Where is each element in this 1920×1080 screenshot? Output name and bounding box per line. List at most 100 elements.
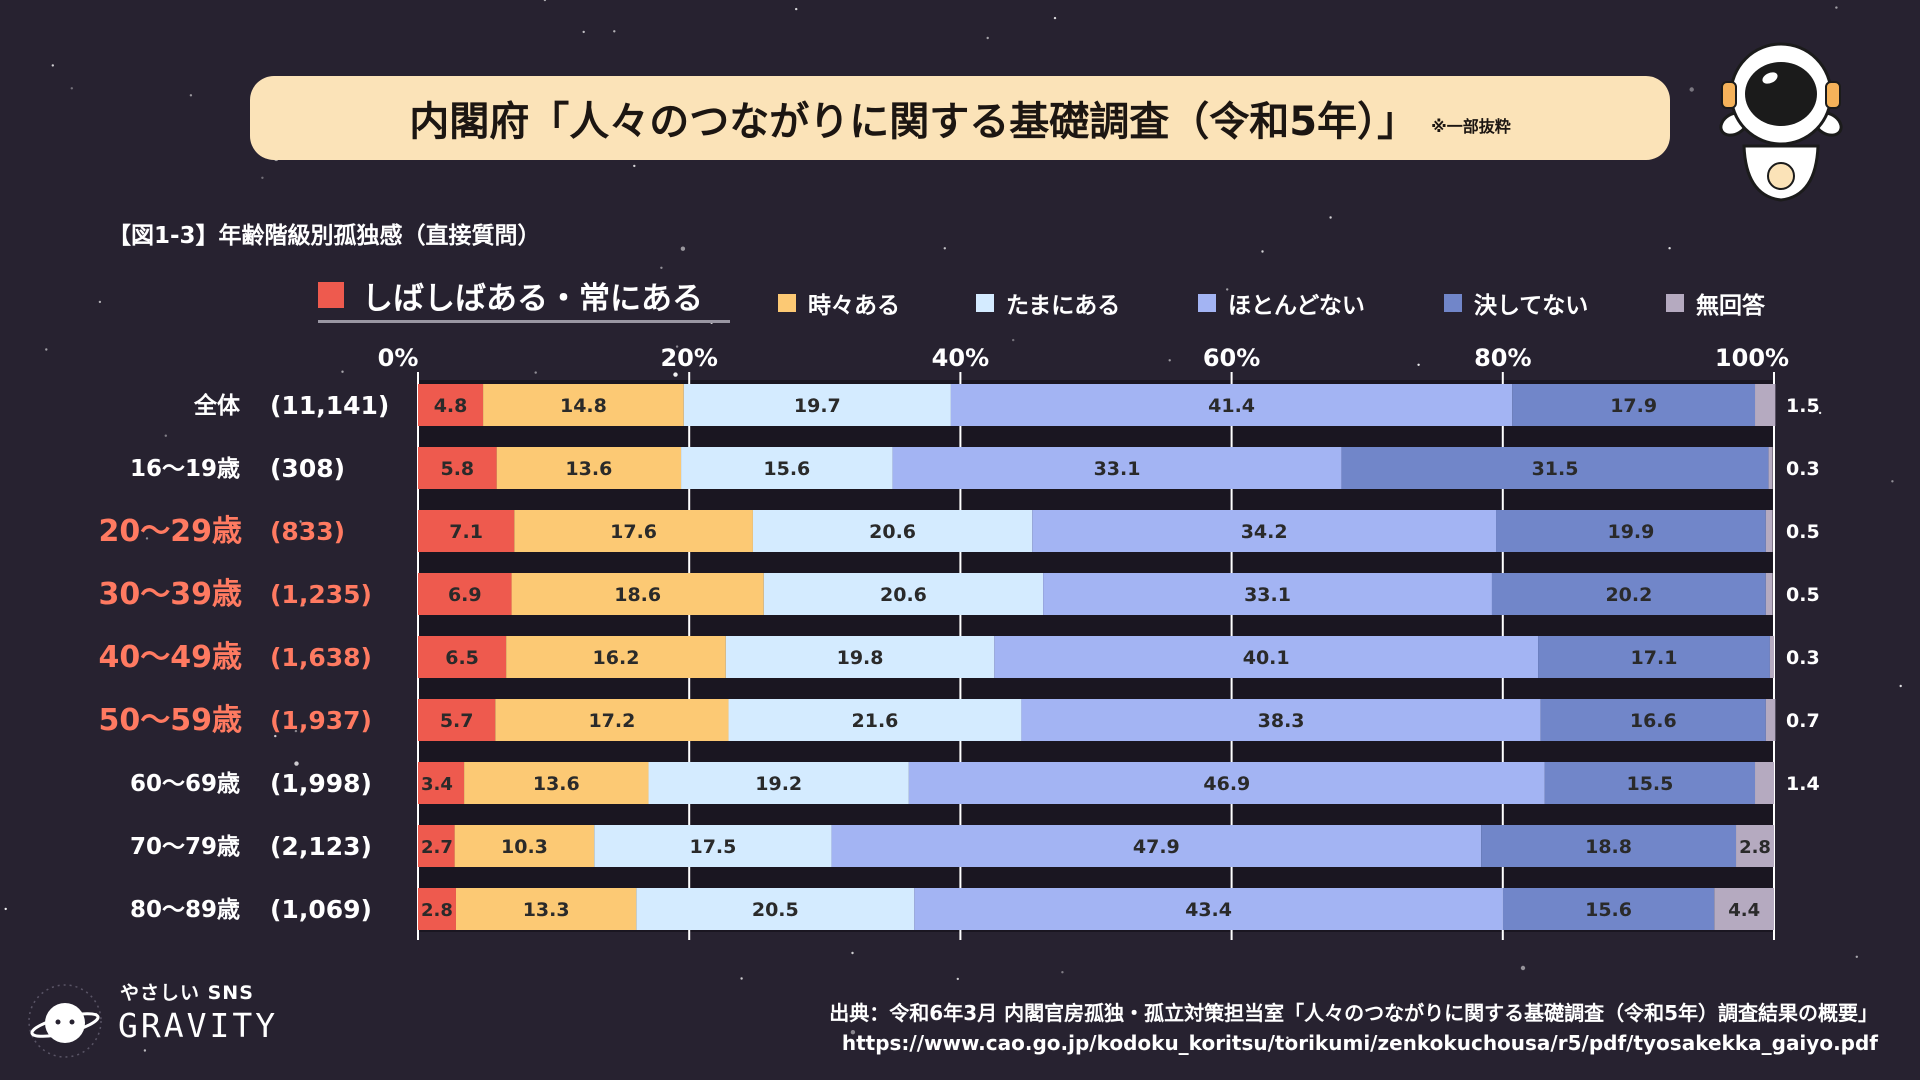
bar-segment-rarely xyxy=(1021,699,1541,741)
data-label-never: 18.8 xyxy=(1585,836,1632,858)
legend-label-sometimes: 時々ある xyxy=(808,293,900,319)
row-sample-size: (308) xyxy=(270,454,345,483)
row-sample-size: (1,069) xyxy=(270,895,372,924)
star-dot xyxy=(1261,250,1264,253)
star-dot xyxy=(341,370,344,373)
bar-segment-occasionally xyxy=(648,762,909,804)
bar-segment-no-answer xyxy=(1765,573,1773,615)
bar-segment-rarely xyxy=(950,384,1513,426)
data-label-no-answer: 0.3 xyxy=(1786,458,1820,480)
bar-segment-no-answer xyxy=(1755,384,1776,426)
data-label-often: 2.7 xyxy=(421,837,453,858)
row-sample-size: (2,123) xyxy=(270,832,372,861)
data-label-no-answer: 0.5 xyxy=(1786,521,1820,543)
bar-segment-occasionally xyxy=(594,825,832,867)
source-url: https://www.cao.go.jp/kodoku_koritsu/tor… xyxy=(841,1031,1878,1055)
star-dot xyxy=(534,371,537,374)
star-dot xyxy=(45,348,48,351)
bar-segment-sometimes xyxy=(511,573,764,615)
bar-segment-no-answer xyxy=(1768,447,1773,489)
star-dot xyxy=(299,520,302,523)
row-label: 全体 xyxy=(193,392,241,419)
star-dot xyxy=(1835,6,1838,9)
data-label-rarely: 38.3 xyxy=(1258,710,1305,732)
legend-label-rarely: ほとんどない xyxy=(1228,293,1365,319)
bar-segment-sometimes xyxy=(483,384,684,426)
bar-segment-occasionally xyxy=(681,447,893,489)
source-citation: 出典：令和6年3月 内閣官房孤独・孤立対策担当室「人々のつながりに関する基礎調査… xyxy=(829,998,1878,1058)
bar-segment-rarely xyxy=(908,762,1545,804)
data-label-no-answer: 1.4 xyxy=(1786,773,1820,795)
row-label: 60〜69歳 xyxy=(130,771,240,797)
legend-item-occasionally: たまにある xyxy=(976,286,1120,320)
row-sample-size: (833) xyxy=(270,517,345,546)
data-label-no-answer: 4.4 xyxy=(1728,900,1760,921)
bar-segment-no-answer xyxy=(1765,510,1773,552)
data-label-rarely: 33.1 xyxy=(1244,584,1291,606)
star-dot xyxy=(1286,1036,1289,1039)
star-dot xyxy=(164,434,167,437)
data-label-never: 15.5 xyxy=(1626,773,1673,795)
data-label-rarely: 46.9 xyxy=(1203,773,1250,795)
star-dot xyxy=(613,30,616,33)
bar-segment-occasionally xyxy=(725,636,995,678)
data-label-never: 19.9 xyxy=(1607,521,1654,543)
bar-segment-often xyxy=(418,636,507,678)
data-label-sometimes: 13.6 xyxy=(565,458,612,480)
bar-segment-never xyxy=(1538,636,1770,678)
star-dot xyxy=(294,761,299,766)
bar-segment-occasionally xyxy=(763,573,1044,615)
bar-segment-occasionally xyxy=(683,384,951,426)
figure-title: 【図1-3】年齢階級別孤独感（直接質問） xyxy=(108,223,541,249)
data-label-occasionally: 15.6 xyxy=(763,458,810,480)
row-label: 20〜29歳 xyxy=(99,514,243,549)
data-label-sometimes: 17.6 xyxy=(610,521,657,543)
bar-segment-never xyxy=(1341,447,1769,489)
x-tick-label: 100% xyxy=(1715,344,1789,372)
bar-segment-never xyxy=(1481,825,1737,867)
legend-main-item: しばしばある・常にある xyxy=(318,270,730,323)
bar-segment-often xyxy=(418,573,512,615)
data-label-often: 2.8 xyxy=(421,900,453,921)
star-dot xyxy=(98,300,102,304)
bar-segment-rarely xyxy=(892,447,1342,489)
star-dot xyxy=(675,345,679,348)
bar-segment-rarely xyxy=(1032,510,1497,552)
data-label-no-answer: 0.3 xyxy=(1786,647,1820,669)
data-label-occasionally: 20.5 xyxy=(752,899,799,921)
star-dot xyxy=(1329,216,1332,219)
data-label-rarely: 33.1 xyxy=(1094,458,1141,480)
bar-segment-never xyxy=(1502,888,1715,930)
page-title: 内閣府「人々のつながりに関する基礎調査（令和5年）」 xyxy=(409,99,1418,145)
data-label-often: 6.9 xyxy=(448,584,482,606)
star-dot xyxy=(1417,363,1420,366)
star-dot xyxy=(543,0,547,2)
star-dot xyxy=(1689,87,1694,92)
bar-segment-rarely xyxy=(994,636,1539,678)
bar-segment-sometimes xyxy=(455,888,637,930)
data-label-never: 17.9 xyxy=(1610,395,1657,417)
bar-segment-sometimes xyxy=(514,510,753,552)
data-label-occasionally: 20.6 xyxy=(880,584,927,606)
excerpt-note: ※一部抜粋 xyxy=(1431,117,1511,136)
title-banner: 内閣府「人々のつながりに関する基礎調査（令和5年）」 ※一部抜粋 xyxy=(250,76,1670,160)
x-tick-label: 0% xyxy=(378,344,419,372)
data-label-often: 7.1 xyxy=(449,521,483,543)
data-label-often: 3.4 xyxy=(421,774,453,795)
data-label-often: 4.8 xyxy=(434,395,468,417)
star-dot xyxy=(1855,955,1859,958)
bar-segment-no-answer xyxy=(1765,699,1776,741)
star-dot xyxy=(1818,411,1822,415)
star-dot xyxy=(145,537,149,540)
legend-label-no-answer: 無回答 xyxy=(1696,293,1765,319)
star-dot xyxy=(660,266,663,269)
bar-segment-never xyxy=(1544,762,1756,804)
star-dot xyxy=(1891,480,1894,483)
legend-item-sometimes: 時々ある xyxy=(778,286,900,320)
data-label-sometimes: 16.2 xyxy=(593,647,640,669)
data-label-never: 16.6 xyxy=(1630,710,1677,732)
data-label-never: 20.2 xyxy=(1605,584,1652,606)
x-tick-label: 40% xyxy=(932,344,989,372)
data-label-occasionally: 20.6 xyxy=(869,521,916,543)
